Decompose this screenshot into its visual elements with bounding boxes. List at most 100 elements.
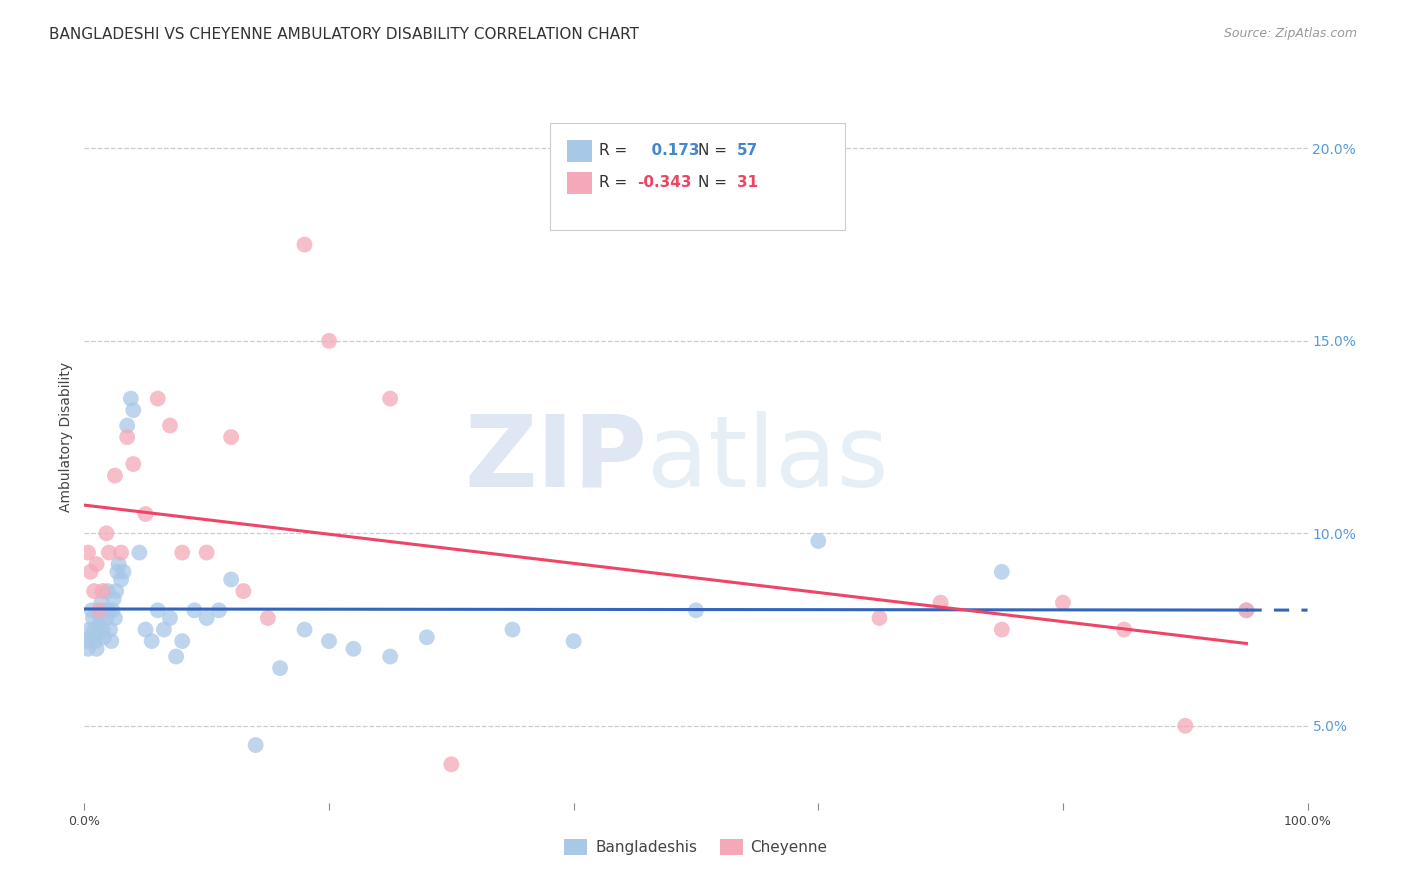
Point	[96, 526, 118, 541]
Text: Source: ZipAtlas.com: Source: ZipAtlas.com	[1223, 27, 1357, 40]
Point	[115, 418, 138, 433]
Point	[82, 611, 104, 625]
Point	[77, 641, 100, 656]
Point	[101, 603, 124, 617]
Point	[807, 534, 830, 549]
Point	[416, 630, 439, 644]
Point	[87, 618, 110, 632]
Text: N =: N =	[697, 144, 727, 159]
Text: atlas: atlas	[647, 410, 889, 508]
Point	[105, 584, 128, 599]
Point	[87, 603, 110, 617]
Point	[110, 573, 132, 587]
Point	[502, 623, 524, 637]
Point	[135, 507, 157, 521]
Point	[83, 584, 105, 599]
Point	[141, 634, 163, 648]
Point	[1174, 719, 1197, 733]
Point	[245, 738, 267, 752]
Point	[380, 649, 402, 664]
Text: 31: 31	[737, 176, 758, 191]
Point	[110, 545, 132, 559]
Point	[97, 545, 120, 559]
Legend: Bangladeshis, Cheyenne: Bangladeshis, Cheyenne	[558, 833, 834, 861]
Point	[1114, 623, 1136, 637]
Point	[115, 430, 138, 444]
Point	[146, 603, 169, 617]
Point	[294, 623, 316, 637]
Point	[1052, 596, 1074, 610]
Text: R =: R =	[599, 144, 627, 159]
Point	[318, 634, 340, 648]
Point	[104, 611, 127, 625]
Text: -0.343: -0.343	[637, 176, 692, 191]
Point	[104, 468, 127, 483]
Point	[77, 623, 100, 637]
Point	[97, 603, 120, 617]
Y-axis label: Ambulatory Disability: Ambulatory Disability	[59, 362, 73, 512]
Point	[219, 430, 242, 444]
Point	[79, 565, 101, 579]
Point	[86, 641, 108, 656]
Text: ZIP: ZIP	[464, 410, 647, 508]
Point	[90, 596, 112, 610]
Point	[991, 623, 1014, 637]
Point	[153, 623, 176, 637]
Point	[89, 611, 111, 625]
Point	[87, 626, 110, 640]
Point	[97, 584, 120, 599]
Point	[257, 611, 280, 625]
Point	[269, 661, 291, 675]
Point	[172, 634, 194, 648]
Point	[232, 584, 254, 599]
Point	[83, 623, 105, 637]
Point	[122, 403, 145, 417]
Point	[79, 630, 101, 644]
Point	[165, 649, 187, 664]
Point	[208, 603, 231, 617]
Point	[991, 565, 1014, 579]
Point	[91, 623, 114, 637]
Point	[107, 557, 129, 571]
Point	[869, 611, 891, 625]
Point	[100, 634, 122, 648]
Text: 57: 57	[737, 144, 758, 159]
Point	[1236, 603, 1258, 617]
Point	[159, 611, 181, 625]
Text: 0.173: 0.173	[641, 144, 700, 159]
Point	[84, 634, 107, 648]
Point	[96, 611, 118, 625]
Point	[91, 584, 114, 599]
Point	[1236, 603, 1258, 617]
Point	[562, 634, 585, 648]
Point	[172, 545, 194, 559]
Point	[128, 545, 150, 559]
Point	[159, 418, 181, 433]
Point	[342, 641, 364, 656]
Point	[105, 565, 128, 579]
Point	[120, 392, 142, 406]
Point	[86, 557, 108, 571]
Point	[94, 603, 117, 617]
Point	[76, 634, 98, 648]
Point	[195, 611, 218, 625]
Point	[93, 630, 115, 644]
Point	[183, 603, 205, 617]
Point	[103, 591, 125, 606]
Point	[440, 757, 463, 772]
Text: N =: N =	[697, 176, 727, 191]
Point	[929, 596, 952, 610]
Point	[77, 545, 100, 559]
Point	[195, 545, 218, 559]
Point	[685, 603, 707, 617]
Point	[112, 565, 135, 579]
Point	[98, 623, 121, 637]
Point	[80, 603, 103, 617]
Point	[135, 623, 157, 637]
Point	[294, 237, 316, 252]
Point	[122, 457, 145, 471]
Text: R =: R =	[599, 176, 627, 191]
Point	[219, 573, 242, 587]
Point	[380, 392, 402, 406]
Point	[318, 334, 340, 348]
